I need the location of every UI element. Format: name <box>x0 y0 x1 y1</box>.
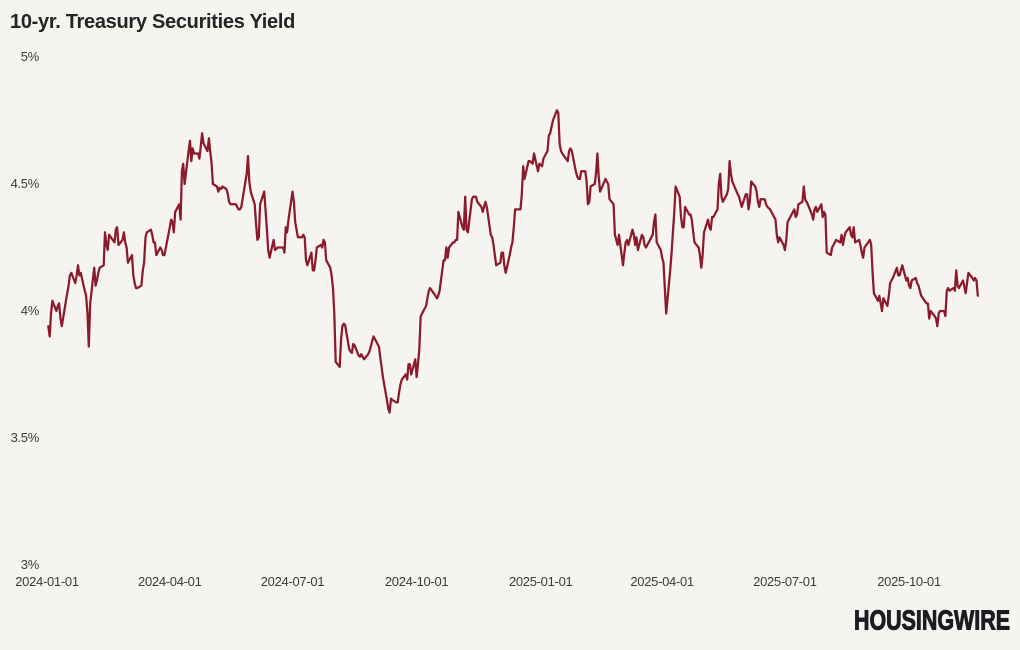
svg-text:2025-10-01: 2025-10-01 <box>877 574 941 589</box>
svg-text:2025-04-01: 2025-04-01 <box>630 574 694 589</box>
svg-text:HOUSINGWIRE: HOUSINGWIRE <box>854 605 1010 636</box>
svg-text:4%: 4% <box>21 303 40 318</box>
svg-text:3.5%: 3.5% <box>11 430 40 445</box>
svg-text:2024-04-01: 2024-04-01 <box>138 574 202 589</box>
svg-text:2025-01-01: 2025-01-01 <box>509 574 573 589</box>
svg-text:3%: 3% <box>21 557 40 572</box>
svg-text:2024-01-01: 2024-01-01 <box>15 574 79 589</box>
svg-text:2024-10-01: 2024-10-01 <box>385 574 449 589</box>
svg-text:5%: 5% <box>21 49 40 64</box>
svg-text:2024-07-01: 2024-07-01 <box>261 574 325 589</box>
svg-text:4.5%: 4.5% <box>11 176 40 191</box>
svg-text:2025-07-01: 2025-07-01 <box>753 574 817 589</box>
